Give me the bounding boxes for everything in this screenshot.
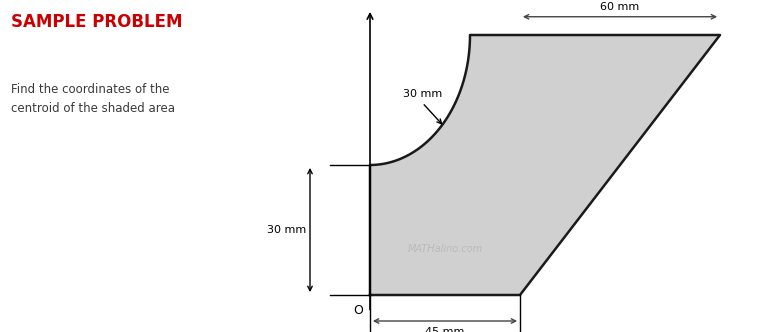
Text: O: O xyxy=(354,304,363,317)
Text: 30 mm: 30 mm xyxy=(267,225,307,235)
Text: SAMPLE PROBLEM: SAMPLE PROBLEM xyxy=(11,13,183,31)
Text: Find the coordinates of the
centroid of the shaded area: Find the coordinates of the centroid of … xyxy=(11,83,176,115)
Text: 60 mm: 60 mm xyxy=(600,2,640,12)
Polygon shape xyxy=(370,35,720,295)
Text: 30 mm: 30 mm xyxy=(403,89,443,99)
Text: MATHalino.com: MATHalino.com xyxy=(407,244,483,255)
Text: 45 mm: 45 mm xyxy=(425,327,465,332)
